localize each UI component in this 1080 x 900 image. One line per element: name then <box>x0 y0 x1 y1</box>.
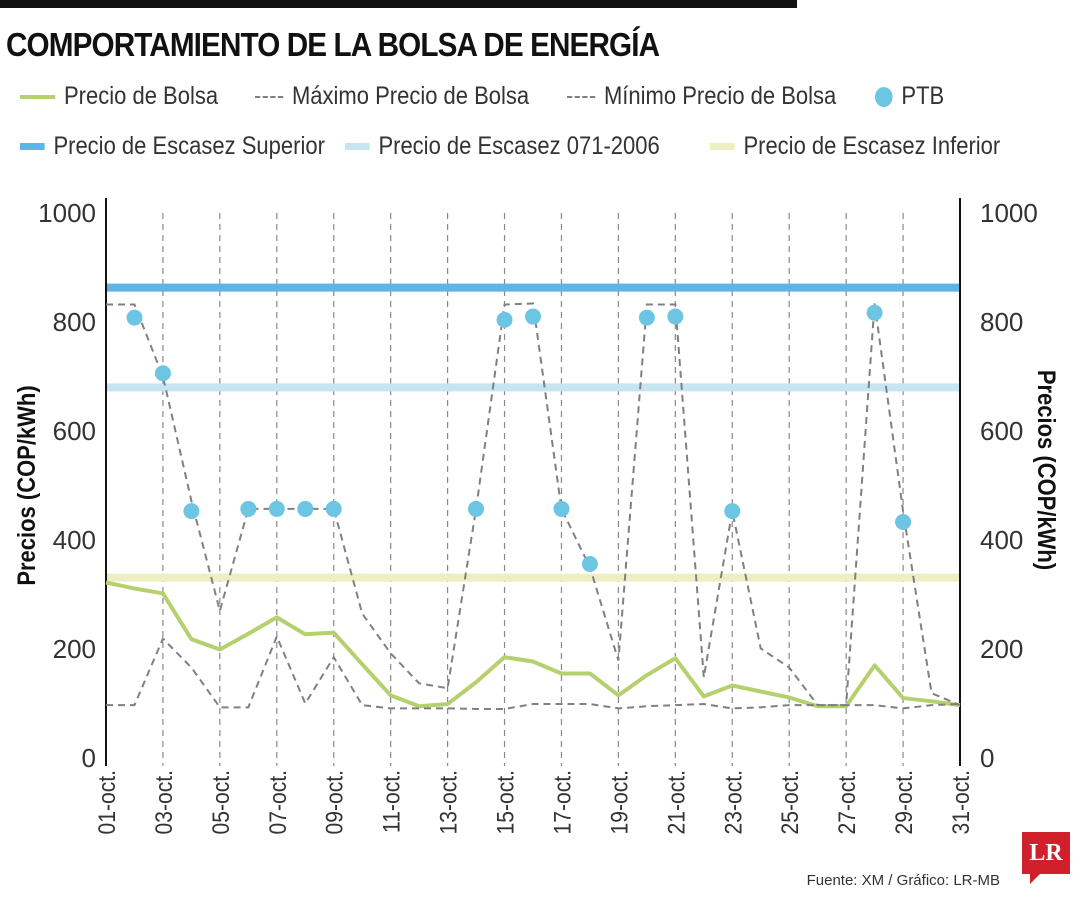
legend-precio-bolsa: Precio de Bolsa <box>20 82 218 111</box>
legend-solid-swatch <box>20 94 56 99</box>
x-tick-label: 29-oct. <box>891 770 918 835</box>
x-tick-label: 17-oct. <box>549 770 576 835</box>
ptb-point <box>154 365 171 382</box>
ptb-point <box>667 308 684 325</box>
ptb-point <box>496 311 513 328</box>
ptb-point <box>268 500 285 517</box>
legend-label: Precio de Escasez Inferior <box>743 132 1001 160</box>
ptb-point <box>126 309 143 326</box>
y-tick-label-right: 400 <box>980 525 1023 555</box>
ptb-point <box>866 304 883 321</box>
y-tick-label-right: 800 <box>980 307 1023 337</box>
legend-dashed-swatch <box>255 95 284 98</box>
ptb-point <box>325 500 342 517</box>
ptb-point <box>724 503 741 520</box>
y-tick-label-left: 1000 <box>38 198 96 228</box>
ptb-point <box>553 500 570 517</box>
ptb-point <box>895 514 912 531</box>
series-line-2 <box>106 633 961 710</box>
y-tick-label-right: 600 <box>980 416 1023 446</box>
ptb-point <box>525 308 541 325</box>
legend-label: Precio de Bolsa <box>64 82 219 110</box>
y-tick-label-left: 600 <box>53 416 96 446</box>
x-tick-label: 07-oct. <box>265 770 292 835</box>
x-tick-label: 25-oct. <box>777 770 804 835</box>
logo-text: LR <box>1029 839 1063 866</box>
legend-dashed-swatch <box>567 95 596 98</box>
ptb-point <box>581 555 598 572</box>
legend-band-swatch <box>710 143 735 150</box>
ptb-point <box>240 500 257 517</box>
ptb-point <box>183 503 200 520</box>
lr-logo: LR <box>1022 832 1070 884</box>
chart-title: COMPORTAMIENTO DE LA BOLSA DE ENERGÍA <box>6 26 660 63</box>
series-line-0 <box>105 580 961 709</box>
source-note: Fuente: XM / Gráfico: LR-MB <box>806 872 1000 889</box>
legend-band-swatch <box>20 143 45 150</box>
legend-label: Precio de Escasez 071-2006 <box>378 132 660 160</box>
y-axis-label-left: Precios (COP/kWh) <box>13 385 41 585</box>
y-tick-label-left: 0 <box>82 743 96 773</box>
legend-band-swatch <box>345 143 370 150</box>
y-tick-label-left: 400 <box>53 525 96 555</box>
ptb-point <box>638 309 655 326</box>
x-tick-label: 21-oct. <box>663 770 690 835</box>
ptb-point <box>297 500 314 517</box>
legend-dot-swatch <box>875 86 893 107</box>
x-tick-label: 27-oct. <box>834 770 861 835</box>
y-tick-label-right: 200 <box>980 634 1023 664</box>
y-tick-label-right: 0 <box>980 743 994 773</box>
ptb-point <box>468 500 485 517</box>
x-tick-label: 19-oct. <box>606 770 633 835</box>
x-tick-label: 03-oct. <box>151 770 178 835</box>
legend-label: PTB <box>901 82 945 110</box>
legend-label: Máximo Precio de Bolsa <box>291 82 530 110</box>
y-tick-label-left: 200 <box>53 634 96 664</box>
y-tick-label-left: 800 <box>53 307 96 337</box>
x-tick-label: 05-oct. <box>208 770 235 835</box>
legend-minimo: Mínimo Precio de Bolsa <box>567 82 836 111</box>
x-tick-label: 09-oct. <box>321 770 348 835</box>
x-tick-label: 23-oct. <box>720 770 747 835</box>
x-tick-label: 11-oct. <box>378 770 405 833</box>
top-rule <box>0 0 797 8</box>
legend-ptb: PTB <box>875 82 944 111</box>
legend-escasez-071: Precio de Escasez 071-2006 <box>345 132 660 161</box>
legend-maximo: Máximo Precio de Bolsa <box>255 82 529 111</box>
legend-escasez-superior: Precio de Escasez Superior <box>20 132 325 161</box>
legend-label: Mínimo Precio de Bolsa <box>603 82 837 110</box>
y-tick-label-right: 1000 <box>980 198 1038 228</box>
y-axis-label-right: Precios (COP/kWh) <box>1033 370 1061 570</box>
legend-label: Precio de Escasez Superior <box>53 132 325 160</box>
x-tick-label: 13-oct. <box>435 770 462 835</box>
series-line-1 <box>106 302 961 707</box>
legend-escasez-inferior: Precio de Escasez Inferior <box>710 132 1000 161</box>
x-tick-label: 31-oct. <box>948 770 975 835</box>
x-tick-label: 15-oct. <box>492 770 519 835</box>
x-tick-label: 01-oct. <box>94 770 121 835</box>
